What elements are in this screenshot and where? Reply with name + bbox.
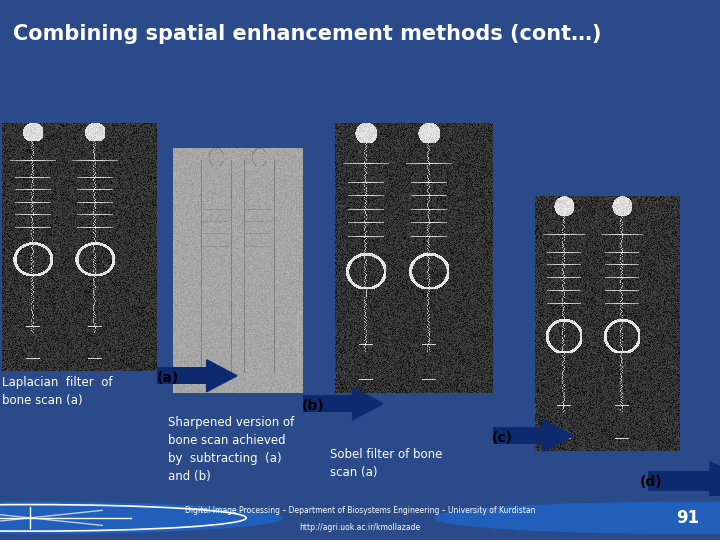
Text: Laplacian  filter  of
bone scan (a): Laplacian filter of bone scan (a) [2, 376, 112, 407]
Text: (a): (a) [157, 371, 179, 385]
Text: Sobel filter of bone
scan (a): Sobel filter of bone scan (a) [330, 448, 442, 479]
Bar [648, 471, 710, 491]
Text: (b): (b) [302, 399, 325, 413]
Text: (d): (d) [640, 475, 662, 489]
Text: 91: 91 [676, 509, 699, 527]
Text: Sharpened version of
bone scan achieved
by  subtracting  (a)
and (b): Sharpened version of bone scan achieved … [168, 416, 294, 483]
Text: Combining spatial enhancement methods (cont…): Combining spatial enhancement methods (c… [13, 24, 601, 44]
Text: Digital Image Processing – Department of Biosystems Engineering – University of : Digital Image Processing – Department of… [185, 507, 535, 515]
Polygon shape [710, 462, 720, 500]
Text: http://agri.uok.ac.ir/kmollazade: http://agri.uok.ac.ir/kmollazade [300, 523, 420, 532]
Bar [493, 428, 543, 444]
Polygon shape [207, 360, 237, 392]
Polygon shape [353, 388, 383, 420]
Bar [303, 395, 353, 412]
Text: (c): (c) [492, 431, 513, 445]
Circle shape [0, 502, 282, 534]
Polygon shape [543, 420, 573, 452]
Bar [157, 367, 207, 384]
Circle shape [436, 502, 720, 534]
